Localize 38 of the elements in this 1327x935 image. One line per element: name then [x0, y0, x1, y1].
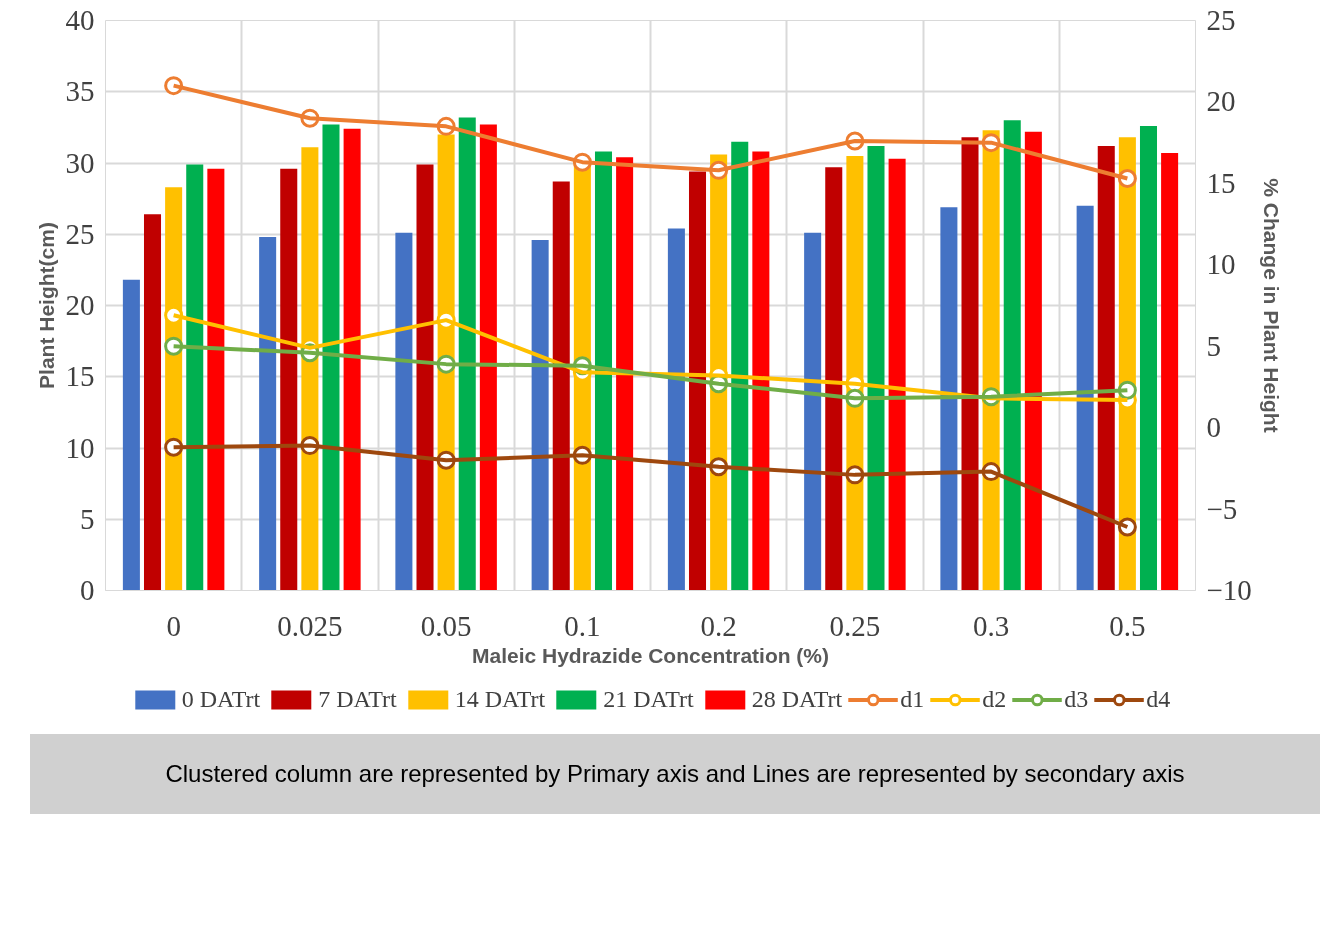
- y-tick-label: 25: [65, 217, 95, 250]
- x-tick-label: 0.5: [1109, 609, 1146, 642]
- x-tick-label: 0.1: [564, 609, 601, 642]
- y2-tick-label: 10: [1206, 248, 1236, 281]
- y-tick-label: 15: [65, 360, 95, 393]
- x-tick-label: 0.2: [700, 609, 737, 642]
- y-tick-label: 35: [65, 75, 95, 108]
- y-axis-title: Plant Height(cm): [34, 222, 58, 389]
- y-tick-label: 5: [80, 502, 95, 535]
- legend-label: d3: [1064, 685, 1089, 713]
- legend-label: 14 DATrt: [454, 685, 546, 713]
- y2-tick-label: 25: [1206, 4, 1236, 36]
- y2-axis-title: % Change in Plant Height: [1259, 178, 1283, 433]
- legend-label: 0 DATrt: [181, 685, 261, 713]
- y2-tick-label: −10: [1206, 574, 1252, 606]
- y-tick-label: 0: [80, 574, 95, 606]
- legend-label: 21 DATrt: [603, 685, 694, 713]
- y-tick-label: 40: [65, 4, 95, 36]
- legend-label: d4: [1146, 685, 1171, 713]
- x-tick-label: 0: [166, 609, 181, 642]
- x-axis-title: Maleic Hydrazide Concentration (%): [471, 643, 830, 667]
- y2-tick-label: 0: [1206, 411, 1221, 444]
- y-tick-label: 20: [65, 289, 95, 321]
- x-tick-label: 0.25: [829, 609, 881, 642]
- y2-tick-label: 5: [1206, 329, 1221, 362]
- legend-label: 7 DATrt: [318, 685, 397, 713]
- x-tick-label: 0.05: [420, 609, 472, 642]
- y-tick-label: 30: [65, 146, 95, 179]
- legend-label: d2: [982, 685, 1007, 713]
- x-tick-label: 0.3: [973, 609, 1010, 642]
- y2-tick-label: 15: [1206, 166, 1236, 199]
- y2-tick-label: −5: [1206, 492, 1238, 525]
- text: Clustered column are represented by Primary axis and Lines are represented by secondary axis: [165, 759, 1185, 789]
- x-tick-label: 0.025: [277, 609, 343, 642]
- y2-tick-label: 20: [1206, 85, 1236, 118]
- legend-label: d1: [900, 685, 925, 713]
- y-tick-label: 10: [65, 431, 95, 464]
- legend-label: 28 DATrt: [751, 685, 843, 713]
